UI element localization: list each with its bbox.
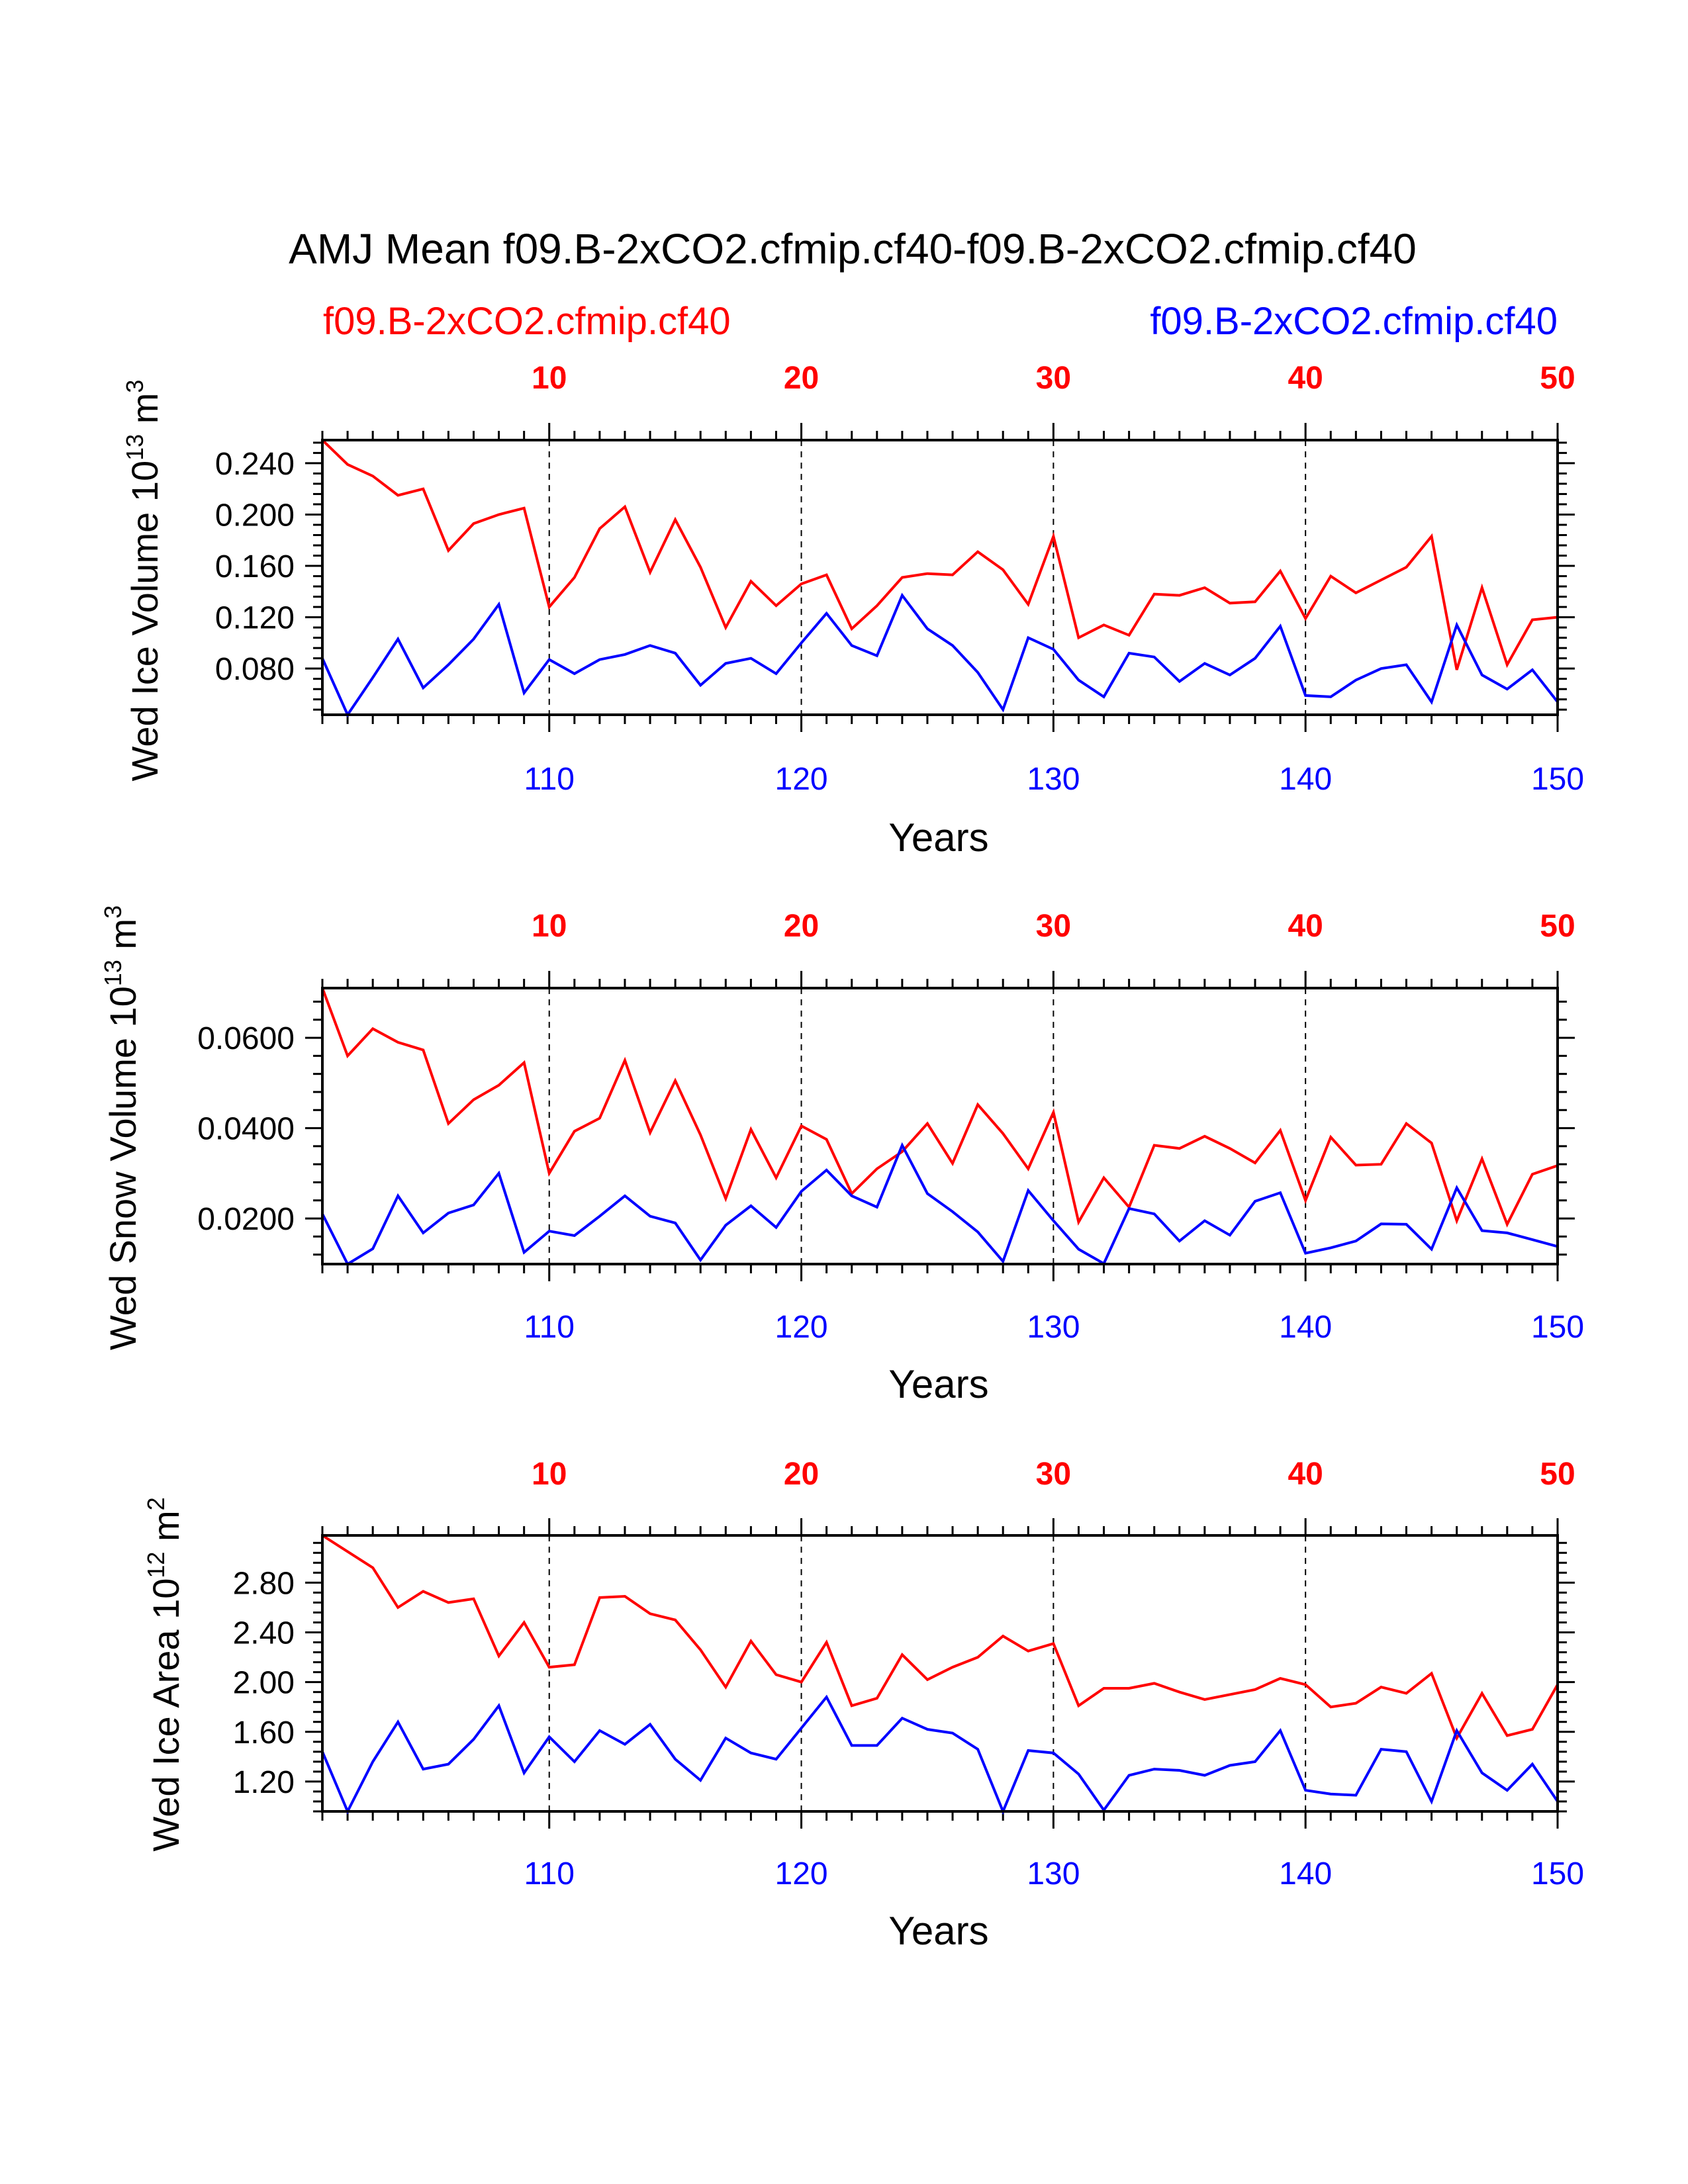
plot-frame <box>321 987 1559 1265</box>
y-axis-tick-label: 0.0200 <box>197 1202 295 1237</box>
top-axis-tick-label: 50 <box>1540 1457 1575 1492</box>
top-axis-tick-label: 50 <box>1540 361 1575 396</box>
y-axis-label-exp: 13 <box>99 960 126 986</box>
bottom-axis-tick-label: 130 <box>1027 762 1080 797</box>
y-axis-tick-label: 1.60 <box>233 1715 295 1751</box>
top-axis-tick-label: 10 <box>532 1457 567 1492</box>
series-line-blue <box>321 592 1559 718</box>
x-axis-label: Years <box>888 1362 988 1406</box>
y-axis-tick-label: 0.120 <box>215 601 295 636</box>
y-axis-label-unit-exp: 3 <box>99 905 126 919</box>
bottom-axis-tick-label: 150 <box>1531 1856 1584 1891</box>
top-axis-tick-label: 40 <box>1288 1457 1323 1492</box>
y-axis-label: Wed Ice Volume 1013 m3 <box>121 380 165 782</box>
panel-snow-volume: Wed Snow Volume 1013 m3 Years 10 20 30 40 50… <box>99 905 1584 1406</box>
panel-ice-volume: Wed Ice Volume 1013 m3 Years 10 20 30 40 50 1… <box>121 361 1584 860</box>
y-axis-label: Wed Snow Volume 1013 m3 <box>99 905 144 1350</box>
bottom-axis-tick-label: 120 <box>775 1310 828 1345</box>
bottom-axis-tick-label: 120 <box>775 1856 828 1891</box>
top-axis-tick-label: 10 <box>532 909 567 944</box>
y-axis-tick-label: 2.80 <box>233 1566 295 1601</box>
top-axis-tick-label: 30 <box>1036 361 1071 396</box>
bottom-axis-tick-label: 140 <box>1279 762 1332 797</box>
y-axis-tick-label: 2.00 <box>233 1666 295 1701</box>
top-axis-tick-label: 10 <box>532 361 567 396</box>
y-axis-label-main: Wed Ice Area 10 <box>145 1578 187 1852</box>
bottom-axis-tick-label: 150 <box>1531 762 1584 797</box>
y-axis-tick-label: 0.0400 <box>197 1112 295 1147</box>
bottom-axis-tick-label: 150 <box>1531 1310 1584 1345</box>
plot-frame <box>321 439 1559 716</box>
y-axis-label-unit: m <box>124 393 165 434</box>
top-axis-tick-label: 30 <box>1036 909 1071 944</box>
top-axis-tick-label: 30 <box>1036 1457 1071 1492</box>
top-axis-tick-label: 40 <box>1288 909 1323 944</box>
chart-title: AMJ Mean f09.B-2xCO2.cfmip.cf40-f09.B-2x… <box>289 225 1417 273</box>
bottom-axis-tick-label: 130 <box>1027 1856 1080 1891</box>
y-axis-label-exp: 12 <box>142 1552 169 1578</box>
x-axis-label: Years <box>888 1909 988 1953</box>
bottom-axis-tick-label: 130 <box>1027 1310 1080 1345</box>
y-axis-label-main: Wed Ice Volume 10 <box>124 461 165 782</box>
top-axis-tick-label: 20 <box>784 361 819 396</box>
y-axis-tick-label: 0.200 <box>215 498 295 533</box>
bottom-axis-tick-label: 110 <box>524 1856 575 1891</box>
y-axis-tick-label: 1.20 <box>233 1765 295 1800</box>
plot-frame <box>321 1534 1559 1813</box>
bottom-axis-tick-label: 140 <box>1279 1310 1332 1345</box>
legend-right: f09.B-2xCO2.cfmip.cf40 <box>1150 300 1558 343</box>
top-axis-tick-label: 20 <box>784 909 819 944</box>
y-axis-label: Wed Ice Area 1012 m2 <box>142 1497 187 1851</box>
series-line-blue <box>321 1694 1559 1815</box>
y-axis-label-unit-exp: 2 <box>142 1497 169 1510</box>
y-axis-label-unit-exp: 3 <box>121 380 148 393</box>
legend-left: f09.B-2xCO2.cfmip.cf40 <box>323 300 731 343</box>
y-axis-label-unit: m <box>102 919 144 960</box>
y-axis-tick-label: 0.0600 <box>197 1021 295 1056</box>
series-line-blue <box>321 1142 1558 1266</box>
x-axis-label: Years <box>888 815 988 860</box>
bottom-axis-tick-label: 110 <box>524 762 575 797</box>
top-axis-tick-label: 50 <box>1540 909 1575 944</box>
y-axis-label-unit: m <box>145 1510 187 1551</box>
y-axis-label-main: Wed Snow Volume 10 <box>102 986 144 1350</box>
y-axis-tick-label: 0.240 <box>215 447 295 482</box>
series-line-red <box>321 439 1558 670</box>
top-axis-tick-label: 40 <box>1288 361 1323 396</box>
top-axis-tick-label: 20 <box>784 1457 819 1492</box>
series-line-red <box>321 987 1558 1228</box>
y-axis-tick-label: 2.40 <box>233 1616 295 1651</box>
y-axis-tick-label: 0.080 <box>215 652 295 687</box>
bottom-axis-tick-label: 120 <box>775 762 828 797</box>
y-axis-label-exp: 13 <box>121 434 148 461</box>
bottom-axis-tick-label: 110 <box>524 1310 575 1345</box>
series-line-red <box>321 1534 1559 1741</box>
y-axis-tick-label: 0.160 <box>215 549 295 584</box>
bottom-axis-tick-label: 140 <box>1279 1856 1332 1891</box>
panel-ice-area: Wed Ice Area 1012 m2 Years 10 20 30 40 50 110… <box>142 1457 1584 1953</box>
